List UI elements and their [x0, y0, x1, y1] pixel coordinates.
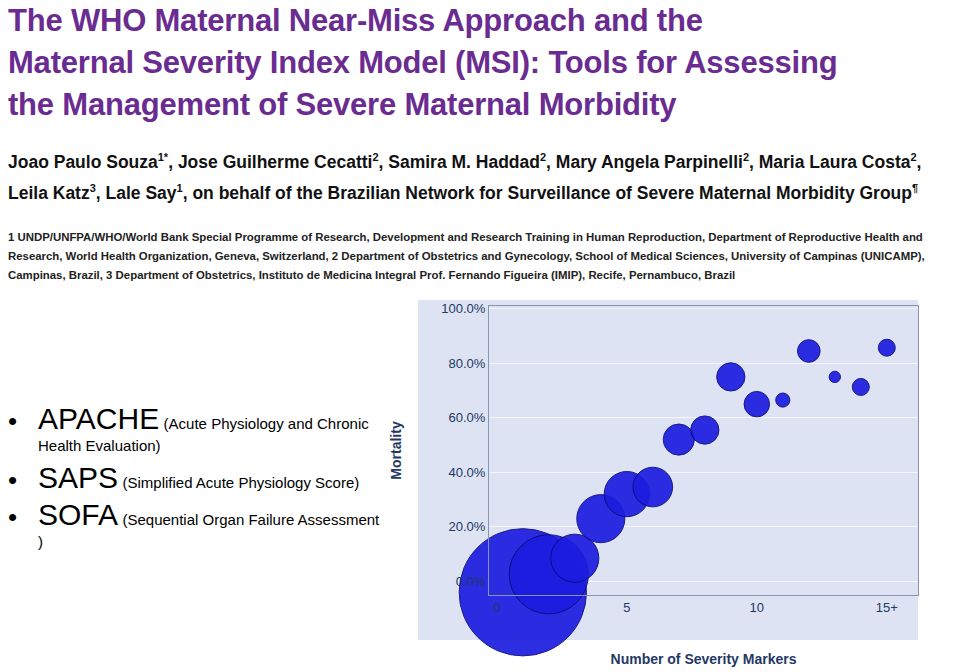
html-text:the Management of Severe Mater: the Management of Severe Maternal Morbid… — [8, 87, 677, 122]
svg-text:0.0%: 0.0% — [456, 574, 486, 589]
svg-text:0: 0 — [493, 600, 500, 615]
html-text:Maternal Severity Index Model: Maternal Severity Index Model (MSI): Too… — [8, 45, 838, 80]
html-text:Joao Paulo Souza1*, Jose Guilh: Joao Paulo Souza1*, Jose Guilherme Cecat… — [8, 151, 922, 203]
html-text:SOFA(Sequential Organ Failure: SOFA(Sequential Organ Failure Assessment… — [38, 498, 380, 550]
html-text:1 UNDP/UNFPA/WHO/World Bank Sp: 1 UNDP/UNFPA/WHO/World Bank Special Prog… — [8, 231, 925, 281]
svg-text:20.0%: 20.0% — [449, 519, 486, 534]
svg-text:Mortality: Mortality — [388, 421, 404, 480]
svg-text:60.0%: 60.0% — [449, 410, 486, 425]
svg-text:15+: 15+ — [876, 600, 898, 615]
svg-text:Number of Severity Markers: Number of Severity Markers — [611, 651, 797, 667]
svg-text:10: 10 — [750, 600, 764, 615]
svg-text:40.0%: 40.0% — [449, 465, 486, 480]
svg-text:80.0%: 80.0% — [449, 356, 486, 371]
html-text:The WHO Maternal Near-Miss App: The WHO Maternal Near-Miss Approach and … — [8, 3, 703, 38]
html-text:SAPS(Simplified Acute Physiolo: SAPS(Simplified Acute Physiology Score) — [38, 461, 360, 494]
svg-text:100.0%: 100.0% — [441, 301, 486, 316]
html-text:APACHE(Acute Physiology and Ch: APACHE(Acute Physiology and Chronic Heal… — [38, 402, 369, 454]
svg-text:5: 5 — [623, 600, 630, 615]
